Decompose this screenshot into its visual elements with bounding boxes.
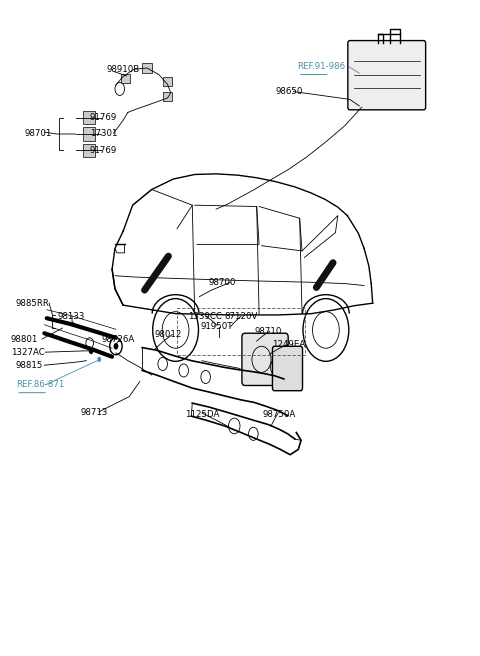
- Text: 17301: 17301: [90, 129, 117, 138]
- Text: 91950T: 91950T: [201, 322, 233, 331]
- Text: 98713: 98713: [80, 409, 108, 417]
- Text: 98650: 98650: [276, 87, 303, 96]
- Text: 98750A: 98750A: [263, 410, 296, 419]
- Text: 1339CC: 1339CC: [189, 312, 222, 321]
- Text: 98815: 98815: [16, 361, 43, 370]
- Text: 1125DA: 1125DA: [185, 410, 219, 419]
- Bar: [177, 308, 305, 356]
- Circle shape: [114, 343, 118, 350]
- Text: 87120V: 87120V: [225, 312, 258, 321]
- FancyBboxPatch shape: [348, 41, 426, 110]
- Text: REF.91-986: REF.91-986: [297, 62, 346, 72]
- Bar: [120, 74, 130, 83]
- Circle shape: [89, 348, 94, 354]
- Text: 98801: 98801: [11, 335, 38, 344]
- FancyBboxPatch shape: [242, 333, 288, 386]
- Text: 98726A: 98726A: [102, 335, 135, 344]
- Text: 98133: 98133: [58, 312, 85, 321]
- Text: 98700: 98700: [209, 277, 236, 287]
- Text: 1249EA: 1249EA: [273, 340, 306, 349]
- Text: 91769: 91769: [90, 146, 117, 155]
- Text: 98012: 98012: [154, 330, 181, 339]
- Bar: [163, 77, 172, 86]
- Text: 9885RR: 9885RR: [16, 298, 49, 308]
- Text: 91769: 91769: [90, 113, 117, 122]
- Text: 1327AC: 1327AC: [11, 348, 45, 357]
- Text: 98701: 98701: [24, 129, 52, 138]
- Bar: [83, 127, 95, 140]
- Bar: [83, 144, 95, 157]
- Text: 98710: 98710: [254, 327, 282, 336]
- Bar: [83, 111, 95, 124]
- Bar: [163, 92, 172, 100]
- Text: 98910B: 98910B: [107, 66, 140, 75]
- Text: REF.86-871: REF.86-871: [16, 380, 64, 389]
- Circle shape: [97, 357, 101, 362]
- Bar: [142, 64, 152, 73]
- FancyBboxPatch shape: [273, 346, 302, 391]
